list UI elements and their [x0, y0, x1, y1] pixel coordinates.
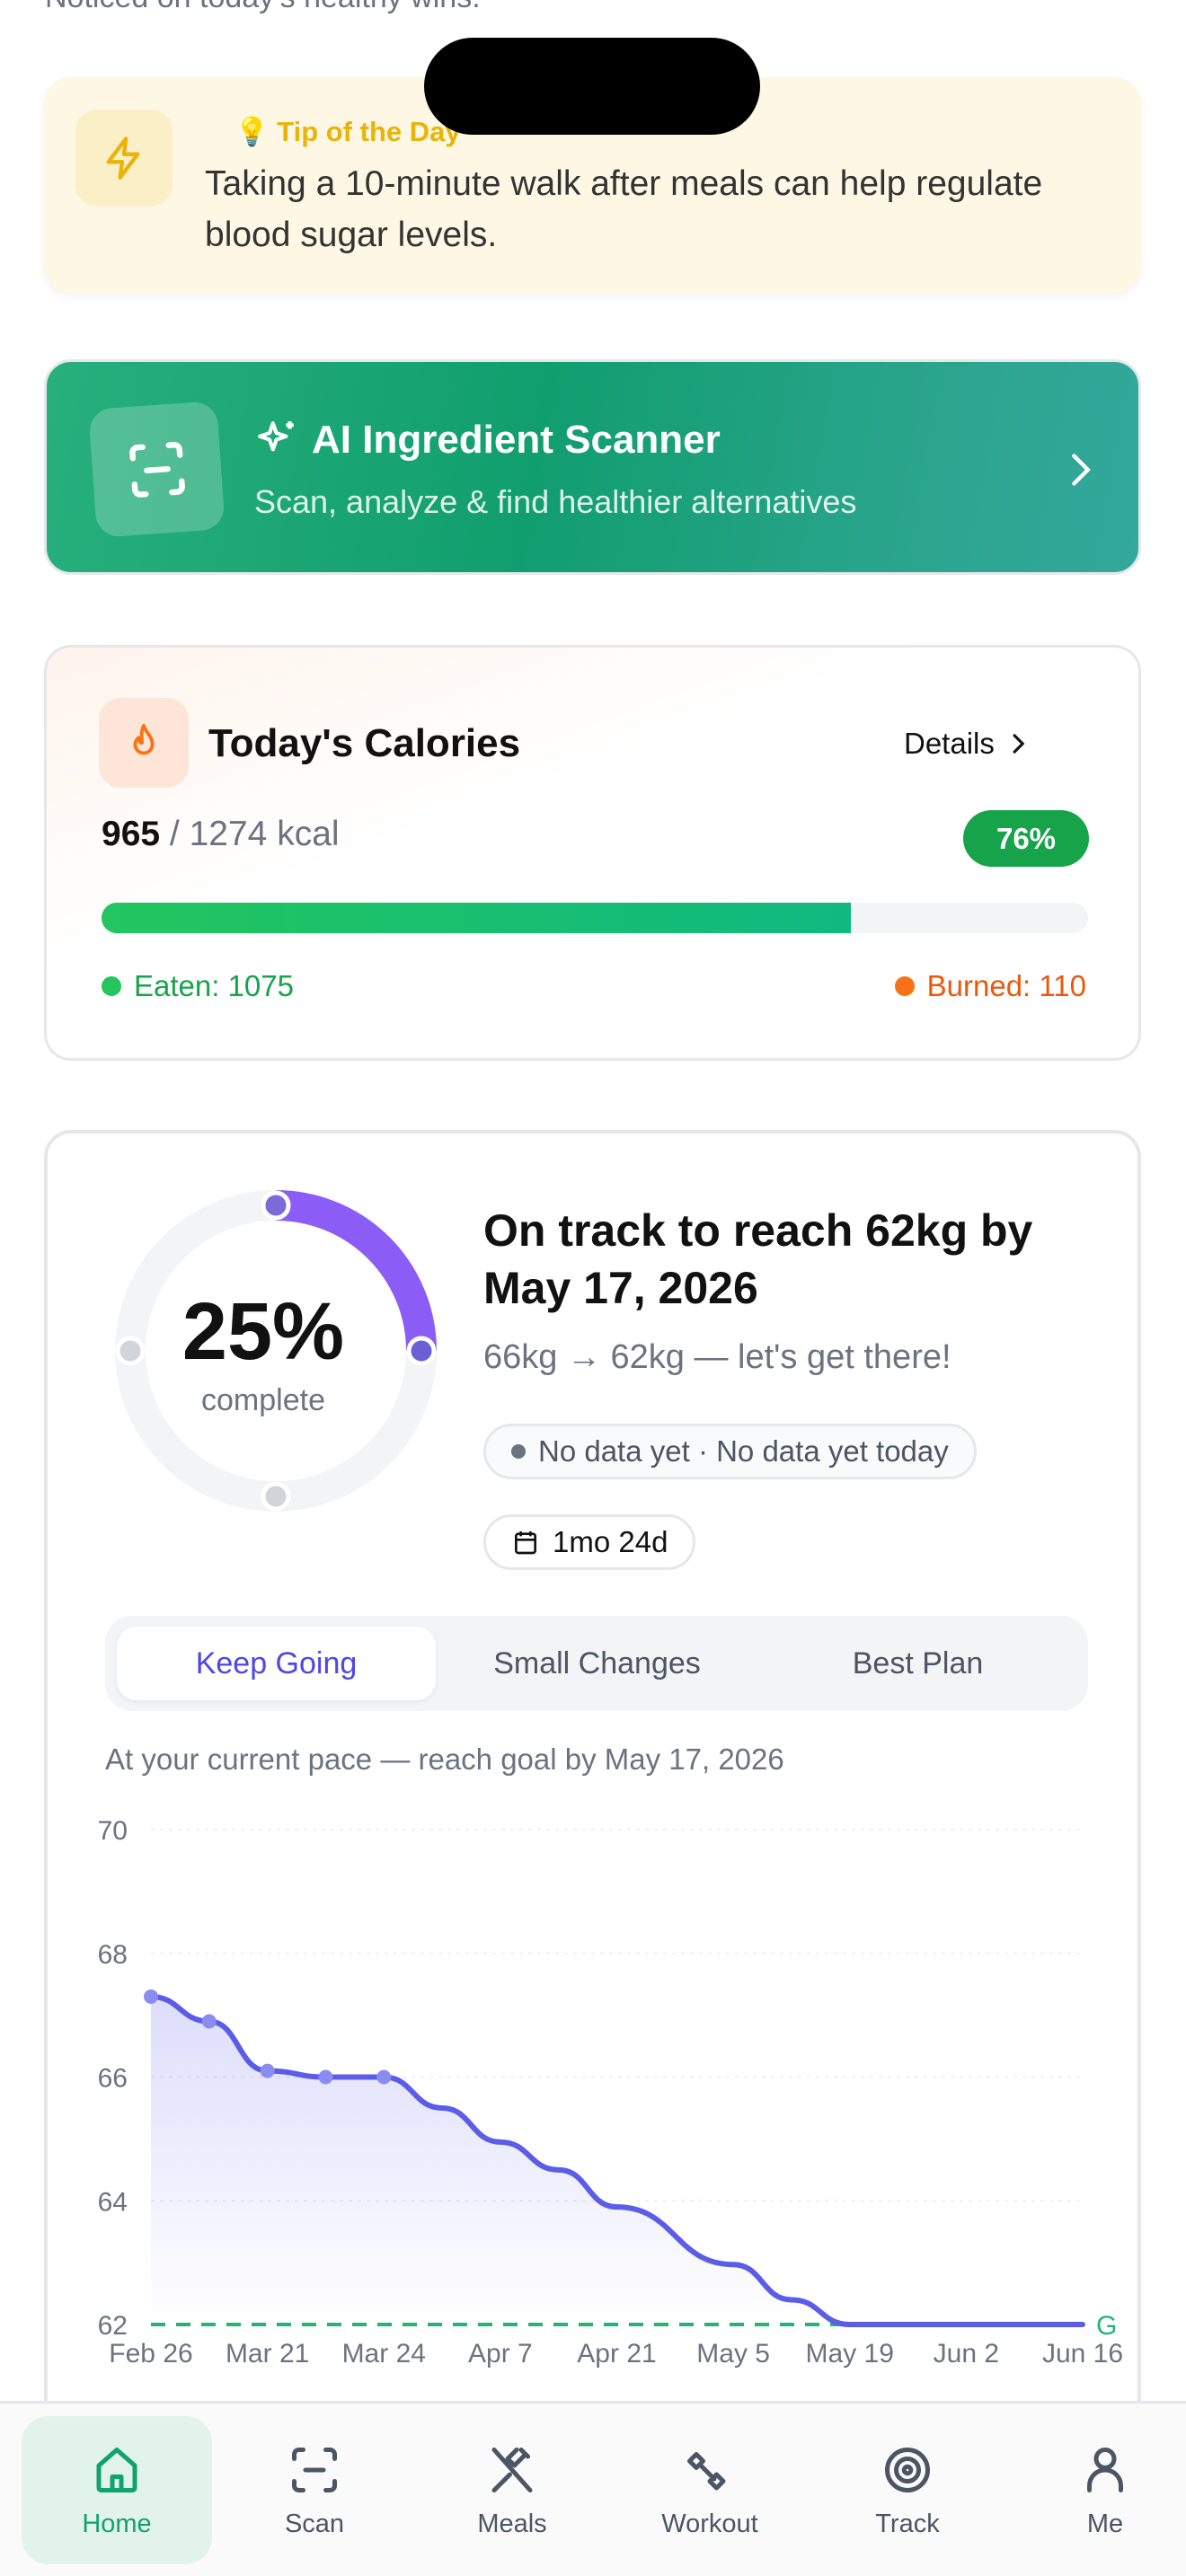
calories-card: Today's Calories Details 965 / 1274 kcal… [44, 645, 1141, 1061]
user-icon [1087, 2448, 1123, 2492]
goal-subtitle: 66kg → 62kg — let's get there! [483, 1338, 951, 1376]
ai-scanner-card[interactable]: AI Ingredient Scanner Scan, analyze & fi… [44, 359, 1141, 575]
target-icon [885, 2448, 930, 2492]
burned-legend: Burned: 110 [894, 969, 1086, 1003]
calories-consumed: 965 [102, 815, 161, 853]
burned-label: Burned: 110 [926, 969, 1086, 1002]
nav-label: Scan [284, 2510, 345, 2538]
eaten-legend: Eaten: 1075 [102, 969, 294, 1003]
tab-keep-going[interactable]: Keep Going [117, 1627, 436, 1700]
chevron-right-icon [1072, 454, 1091, 486]
calories-value: 965 / 1274 kcal [102, 815, 340, 854]
nav-label: Home [82, 2510, 152, 2538]
eaten-label: Eaten: 1075 [134, 969, 294, 1002]
scan-icon [292, 2448, 337, 2492]
nav-item-track[interactable]: Track [812, 2416, 1003, 2564]
nav-label: Meals [477, 2510, 547, 2538]
milestone-dot [406, 1336, 437, 1366]
sparkles-icon [258, 421, 294, 452]
details-label: Details [904, 727, 995, 760]
nav-item-home[interactable]: Home [22, 2416, 212, 2564]
goal-complete-label: complete [201, 1383, 325, 1417]
scanner-subtitle: Scan, analyze & find healthier alternati… [254, 483, 857, 520]
duration-label: 1mo 24d [553, 1525, 668, 1558]
tip-body: Taking a 10-minute walk after meals can … [205, 164, 1043, 254]
tip-title: 💡 Tip of the Day [235, 116, 461, 147]
calendar-icon [515, 1531, 536, 1555]
nav-label: Track [875, 2510, 940, 2538]
flame-icon [99, 698, 189, 788]
dumbbell-icon [687, 2452, 726, 2491]
milestone-dot [115, 1336, 146, 1366]
calories-percent-badge: 76% [963, 810, 1089, 867]
utensils-icon [491, 2448, 533, 2492]
nav-item-workout[interactable]: Workout [615, 2416, 805, 2564]
weight-goal-card: 25% complete On track to reach 62kg by M… [44, 1130, 1141, 2477]
goal-progress-arc [275, 1190, 437, 1352]
tab-best-plan[interactable]: Best Plan [852, 1645, 984, 1681]
nav-label: Me [1086, 2510, 1124, 2538]
tab-small-changes[interactable]: Small Changes [493, 1645, 701, 1681]
eaten-dot [102, 976, 121, 996]
goal-percent: 25% [181, 1287, 345, 1377]
status-chip-label: No data yet · No data yet today [538, 1434, 949, 1468]
calories-progress-fill [102, 903, 852, 933]
scan-icon [88, 401, 226, 538]
home-icon [96, 2448, 137, 2492]
pace-text: At your current pace — reach goal by May… [105, 1742, 784, 1776]
partial-header-text: Noticed on today's healthy wins. [45, 0, 481, 15]
milestone-dot [261, 1190, 291, 1221]
goal-heading: On track to reach 62kg by May 17, 2026 [483, 1205, 1033, 1313]
nav-item-me[interactable]: Me [1010, 2416, 1186, 2564]
dynamic-island [424, 38, 760, 135]
burned-dot [894, 976, 915, 996]
nav-label: Workout [661, 2510, 758, 2538]
status-chip: No data yet · No data yet today [483, 1424, 977, 1479]
goal-progress-ring [115, 1190, 437, 1512]
chevron-right-icon [1013, 734, 1025, 754]
calories-progress-bar [102, 903, 1088, 933]
nav-item-meals[interactable]: Meals [417, 2416, 607, 2564]
status-dot [511, 1444, 526, 1459]
lightning-icon [75, 110, 173, 207]
plan-tabs: Keep Going Small Changes Best Plan [105, 1616, 1088, 1711]
duration-chip: 1mo 24d [483, 1514, 696, 1570]
details-link[interactable]: Details [904, 727, 1025, 761]
calories-title: Today's Calories [208, 721, 521, 765]
calories-goal: / 1274 kcal [169, 815, 340, 853]
nav-item-scan[interactable]: Scan [219, 2416, 410, 2564]
scanner-title: AI Ingredient Scanner [312, 418, 721, 462]
bottom-nav: Home Scan Meals Workout Track Me [0, 2401, 1186, 2576]
milestone-dot [261, 1481, 291, 1512]
